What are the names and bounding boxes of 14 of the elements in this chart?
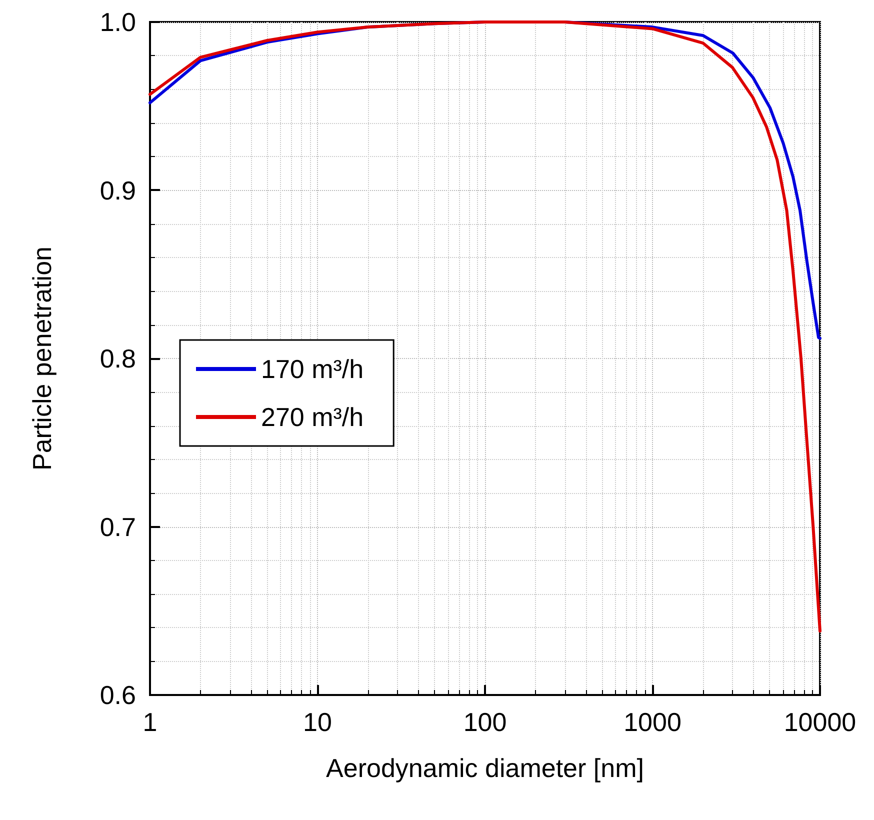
x-axis-title: Aerodynamic diameter [nm] xyxy=(326,753,644,783)
y-tick-label: 0.9 xyxy=(100,175,136,206)
y-tick-label: 1.0 xyxy=(100,7,136,37)
legend-label: 170 m³/h xyxy=(261,354,364,384)
y-tick-label: 0.7 xyxy=(100,512,136,542)
y-tick-label: 0.8 xyxy=(100,344,136,374)
x-tick-label: 10 xyxy=(303,707,332,737)
y-axis-title: Particle penetration xyxy=(27,246,57,471)
x-tick-label: 1 xyxy=(142,707,158,737)
x-tick-label: 100 xyxy=(463,707,507,737)
x-tick-label: 1000 xyxy=(624,707,682,737)
x-tick-label: 10000 xyxy=(784,707,856,737)
legend-label: 270 m³/h xyxy=(261,402,364,432)
y-tick-label: 0.6 xyxy=(100,680,136,710)
